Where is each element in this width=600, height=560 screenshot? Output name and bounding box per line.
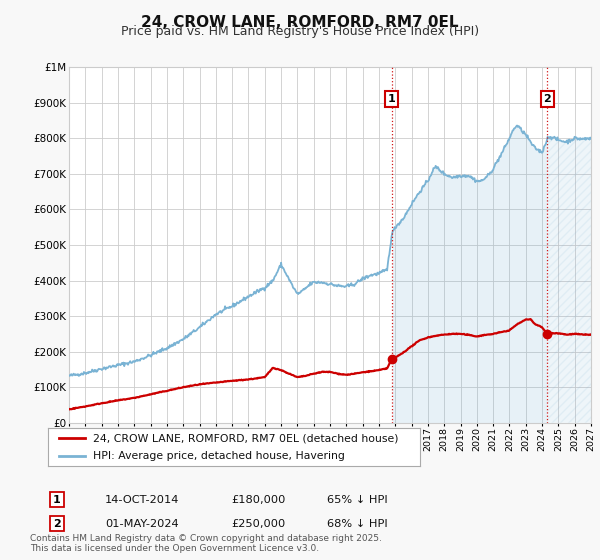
Text: 2: 2 (544, 94, 551, 104)
Text: 1: 1 (53, 494, 61, 505)
Text: £180,000: £180,000 (231, 494, 286, 505)
Text: HPI: Average price, detached house, Havering: HPI: Average price, detached house, Have… (92, 451, 344, 461)
Text: £250,000: £250,000 (231, 519, 285, 529)
Text: 14-OCT-2014: 14-OCT-2014 (105, 494, 179, 505)
Text: Contains HM Land Registry data © Crown copyright and database right 2025.
This d: Contains HM Land Registry data © Crown c… (30, 534, 382, 553)
Text: 24, CROW LANE, ROMFORD, RM7 0EL (detached house): 24, CROW LANE, ROMFORD, RM7 0EL (detache… (92, 433, 398, 443)
Text: 65% ↓ HPI: 65% ↓ HPI (327, 494, 388, 505)
Text: Price paid vs. HM Land Registry's House Price Index (HPI): Price paid vs. HM Land Registry's House … (121, 25, 479, 38)
Text: 24, CROW LANE, ROMFORD, RM7 0EL: 24, CROW LANE, ROMFORD, RM7 0EL (141, 15, 459, 30)
Text: 01-MAY-2024: 01-MAY-2024 (105, 519, 179, 529)
Text: 2: 2 (53, 519, 61, 529)
Text: 68% ↓ HPI: 68% ↓ HPI (327, 519, 388, 529)
Text: 1: 1 (388, 94, 395, 104)
